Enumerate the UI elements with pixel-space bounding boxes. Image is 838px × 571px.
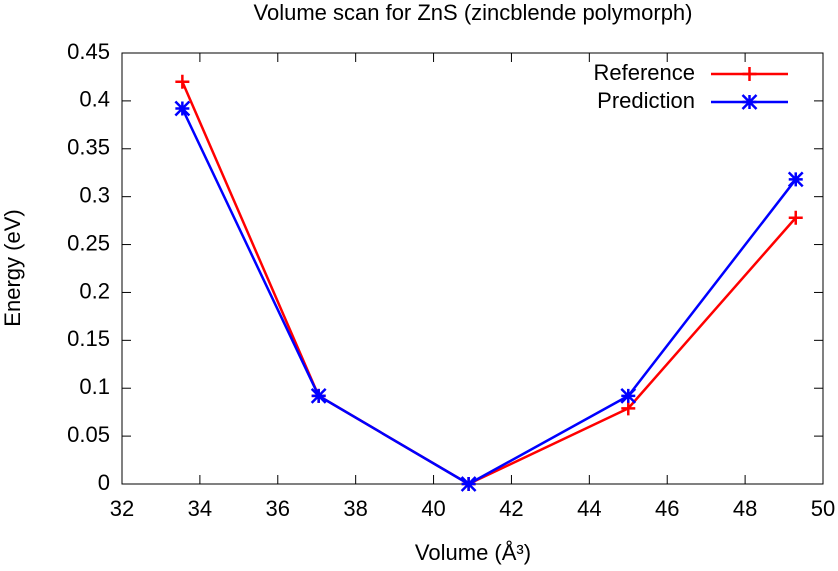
y-tick-label: 0.1 <box>79 374 110 399</box>
y-tick-label: 0 <box>98 470 110 495</box>
marker <box>460 476 477 492</box>
x-tick-label: 40 <box>421 496 445 521</box>
marker <box>175 74 190 89</box>
x-tick-label: 42 <box>499 496 523 521</box>
x-tick-label: 34 <box>188 496 212 521</box>
x-axis-label: Volume (Å³) <box>415 540 531 565</box>
x-tick-label: 44 <box>577 496 601 521</box>
x-tick-label: 50 <box>811 496 835 521</box>
y-axis-label: Energy (eV) <box>0 209 25 326</box>
y-tick-label: 0.4 <box>79 87 110 112</box>
marker <box>788 210 803 225</box>
marker <box>174 100 191 117</box>
y-tick-label: 0.35 <box>67 135 110 160</box>
y-tick-label: 0.25 <box>67 230 110 255</box>
x-tick-label: 32 <box>110 496 134 521</box>
y-tick-label: 0.2 <box>79 278 110 303</box>
y-tick-label: 0.05 <box>67 422 110 447</box>
marker <box>742 67 757 81</box>
x-tick-label: 46 <box>655 496 679 521</box>
marker <box>310 388 327 404</box>
marker <box>741 94 758 110</box>
y-tick-label: 0.45 <box>67 39 110 64</box>
y-tick-label: 0.3 <box>79 182 110 207</box>
x-tick-label: 36 <box>266 496 290 521</box>
marker <box>621 401 636 416</box>
x-tick-label: 48 <box>733 496 757 521</box>
x-tick-label: 38 <box>343 496 367 521</box>
y-tick-label: 0.15 <box>67 326 110 351</box>
marker <box>787 171 804 188</box>
chart-title: Volume scan for ZnS (zincblende polymorp… <box>254 0 693 25</box>
legend-label: Prediction <box>597 88 695 113</box>
marker <box>620 388 637 404</box>
legend-label: Reference <box>593 60 695 85</box>
